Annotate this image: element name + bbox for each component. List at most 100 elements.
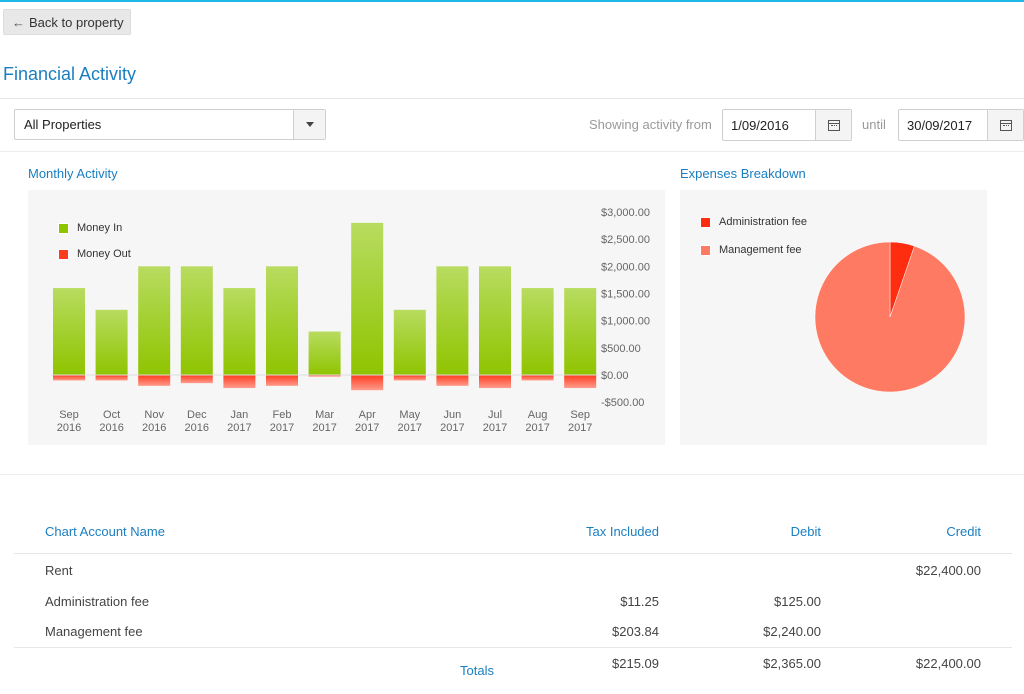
until-label: until (862, 117, 886, 132)
x-tick-label: Nov (144, 409, 164, 421)
bar-money-out[interactable] (351, 375, 384, 391)
x-tick-label: Sep (570, 409, 590, 421)
legend-money-in[interactable]: Money In (58, 222, 122, 234)
property-select[interactable]: All Properties (14, 109, 326, 140)
chevron-down-icon[interactable] (293, 110, 325, 139)
divider (0, 474, 1024, 475)
bar-money-out[interactable] (521, 375, 554, 381)
bar-money-out[interactable] (180, 375, 213, 384)
bar-money-in[interactable] (95, 309, 128, 375)
x-tick-label: 2017 (227, 422, 251, 434)
legend-money-out-label: Money Out (77, 248, 131, 260)
bar-money-out[interactable] (479, 375, 511, 389)
bar-money-out[interactable] (308, 375, 341, 377)
column-header-credit[interactable]: Credit (946, 524, 981, 539)
bar-money-out[interactable] (266, 375, 298, 386)
bar-money-in[interactable] (564, 288, 597, 375)
table-row-name: Administration fee (45, 594, 150, 609)
y-tick-label: -$500.00 (601, 397, 644, 409)
x-tick-label: 2016 (142, 422, 166, 434)
legend-money-out[interactable]: Money Out (58, 248, 131, 260)
column-header-account-name[interactable]: Chart Account Name (45, 524, 165, 539)
bar-money-in[interactable] (308, 331, 341, 375)
x-tick-label: 2017 (312, 422, 336, 434)
arrow-left-icon: ← (12, 14, 25, 30)
totals-credit: $22,400.00 (915, 656, 981, 671)
date-to-picker-button[interactable] (987, 110, 1023, 140)
administration-fee-swatch (700, 216, 711, 228)
column-header-tax-included[interactable]: Tax Included (586, 524, 659, 539)
bar-money-in[interactable] (521, 288, 554, 375)
y-tick-label: $3,000.00 (601, 207, 650, 219)
divider (0, 151, 1024, 152)
x-tick-label: Jan (231, 409, 249, 421)
page-title: Financial Activity (3, 64, 137, 84)
bar-money-in[interactable] (138, 266, 171, 375)
x-tick-label: Feb (273, 409, 292, 421)
x-tick-label: Mar (315, 409, 334, 421)
bar-money-in[interactable] (393, 309, 426, 375)
x-tick-label: 2017 (568, 422, 592, 434)
bar-money-out[interactable] (564, 375, 597, 389)
calendar-icon (827, 119, 840, 131)
x-tick-label: 2017 (270, 422, 294, 434)
bar-money-out[interactable] (223, 375, 256, 389)
y-tick-label: $1,000.00 (601, 316, 650, 328)
table-row-debit: $125.00 (774, 594, 821, 609)
bar-money-out[interactable] (393, 375, 426, 381)
management-fee-swatch (700, 244, 711, 256)
x-tick-label: Oct (103, 409, 120, 421)
y-tick-label: $1,500.00 (601, 289, 650, 301)
table-row-tax: $11.25 (620, 594, 659, 609)
bar-money-out[interactable] (95, 375, 128, 381)
x-tick-label: Sep (59, 409, 79, 421)
bar-money-in[interactable] (53, 288, 85, 375)
date-from-value: 1/09/2016 (731, 117, 789, 133)
bar-money-out[interactable] (53, 375, 85, 381)
expenses-pie-chart (814, 241, 966, 393)
x-tick-label: 2017 (398, 422, 422, 434)
date-from-picker-button[interactable] (815, 110, 851, 140)
x-tick-label: Dec (187, 409, 207, 421)
bar-money-out[interactable] (436, 375, 469, 386)
x-tick-label: May (399, 409, 420, 421)
bar-money-in[interactable] (223, 288, 256, 375)
table-row-name: Rent (45, 563, 73, 578)
date-to-input[interactable]: 30/09/2017 (898, 109, 1024, 141)
showing-from-label: Showing activity from (589, 117, 712, 132)
x-tick-label: Aug (528, 409, 548, 421)
table-row-name: Management fee (45, 624, 143, 639)
x-tick-label: Jun (444, 409, 462, 421)
bar-money-in[interactable] (436, 266, 469, 375)
x-tick-label: 2016 (185, 422, 209, 434)
bar-money-in[interactable] (180, 266, 213, 375)
x-tick-label: 2017 (355, 422, 379, 434)
column-header-debit[interactable]: Debit (790, 524, 821, 539)
monthly-activity-chart: Sep2016Oct2016Nov2016Dec2016Jan2017Feb20… (51, 207, 650, 434)
top-accent-bar (0, 0, 1024, 2)
legend-management-fee-label: Management fee (719, 244, 802, 256)
totals-label: Totals (460, 663, 494, 678)
pie-slice-management-fee[interactable] (814, 241, 966, 393)
x-tick-label: 2016 (57, 422, 81, 434)
totals-debit: $2,365.00 (763, 656, 821, 671)
bar-money-in[interactable] (351, 222, 384, 375)
bar-money-in[interactable] (479, 266, 511, 375)
legend-money-in-label: Money In (77, 222, 123, 234)
bar-money-in[interactable] (266, 266, 298, 375)
legend-administration-fee[interactable]: Administration fee (700, 216, 807, 228)
y-tick-label: $0.00 (601, 370, 629, 382)
legend-management-fee[interactable]: Management fee (700, 244, 802, 256)
table-row-debit: $2,240.00 (763, 624, 821, 639)
monthly-activity-title: Monthly Activity (28, 166, 118, 181)
bar-money-out[interactable] (138, 375, 171, 386)
back-button-label: Back to property (29, 14, 124, 30)
date-from-input[interactable]: 1/09/2016 (722, 109, 852, 141)
legend-administration-fee-label: Administration fee (719, 216, 808, 228)
calendar-icon (999, 119, 1012, 131)
back-to-property-button[interactable]: ← Back to property (3, 9, 131, 35)
date-to-value: 30/09/2017 (907, 117, 973, 133)
divider (0, 98, 1024, 99)
y-tick-label: $500.00 (601, 343, 641, 355)
x-tick-label: Jul (488, 409, 502, 421)
